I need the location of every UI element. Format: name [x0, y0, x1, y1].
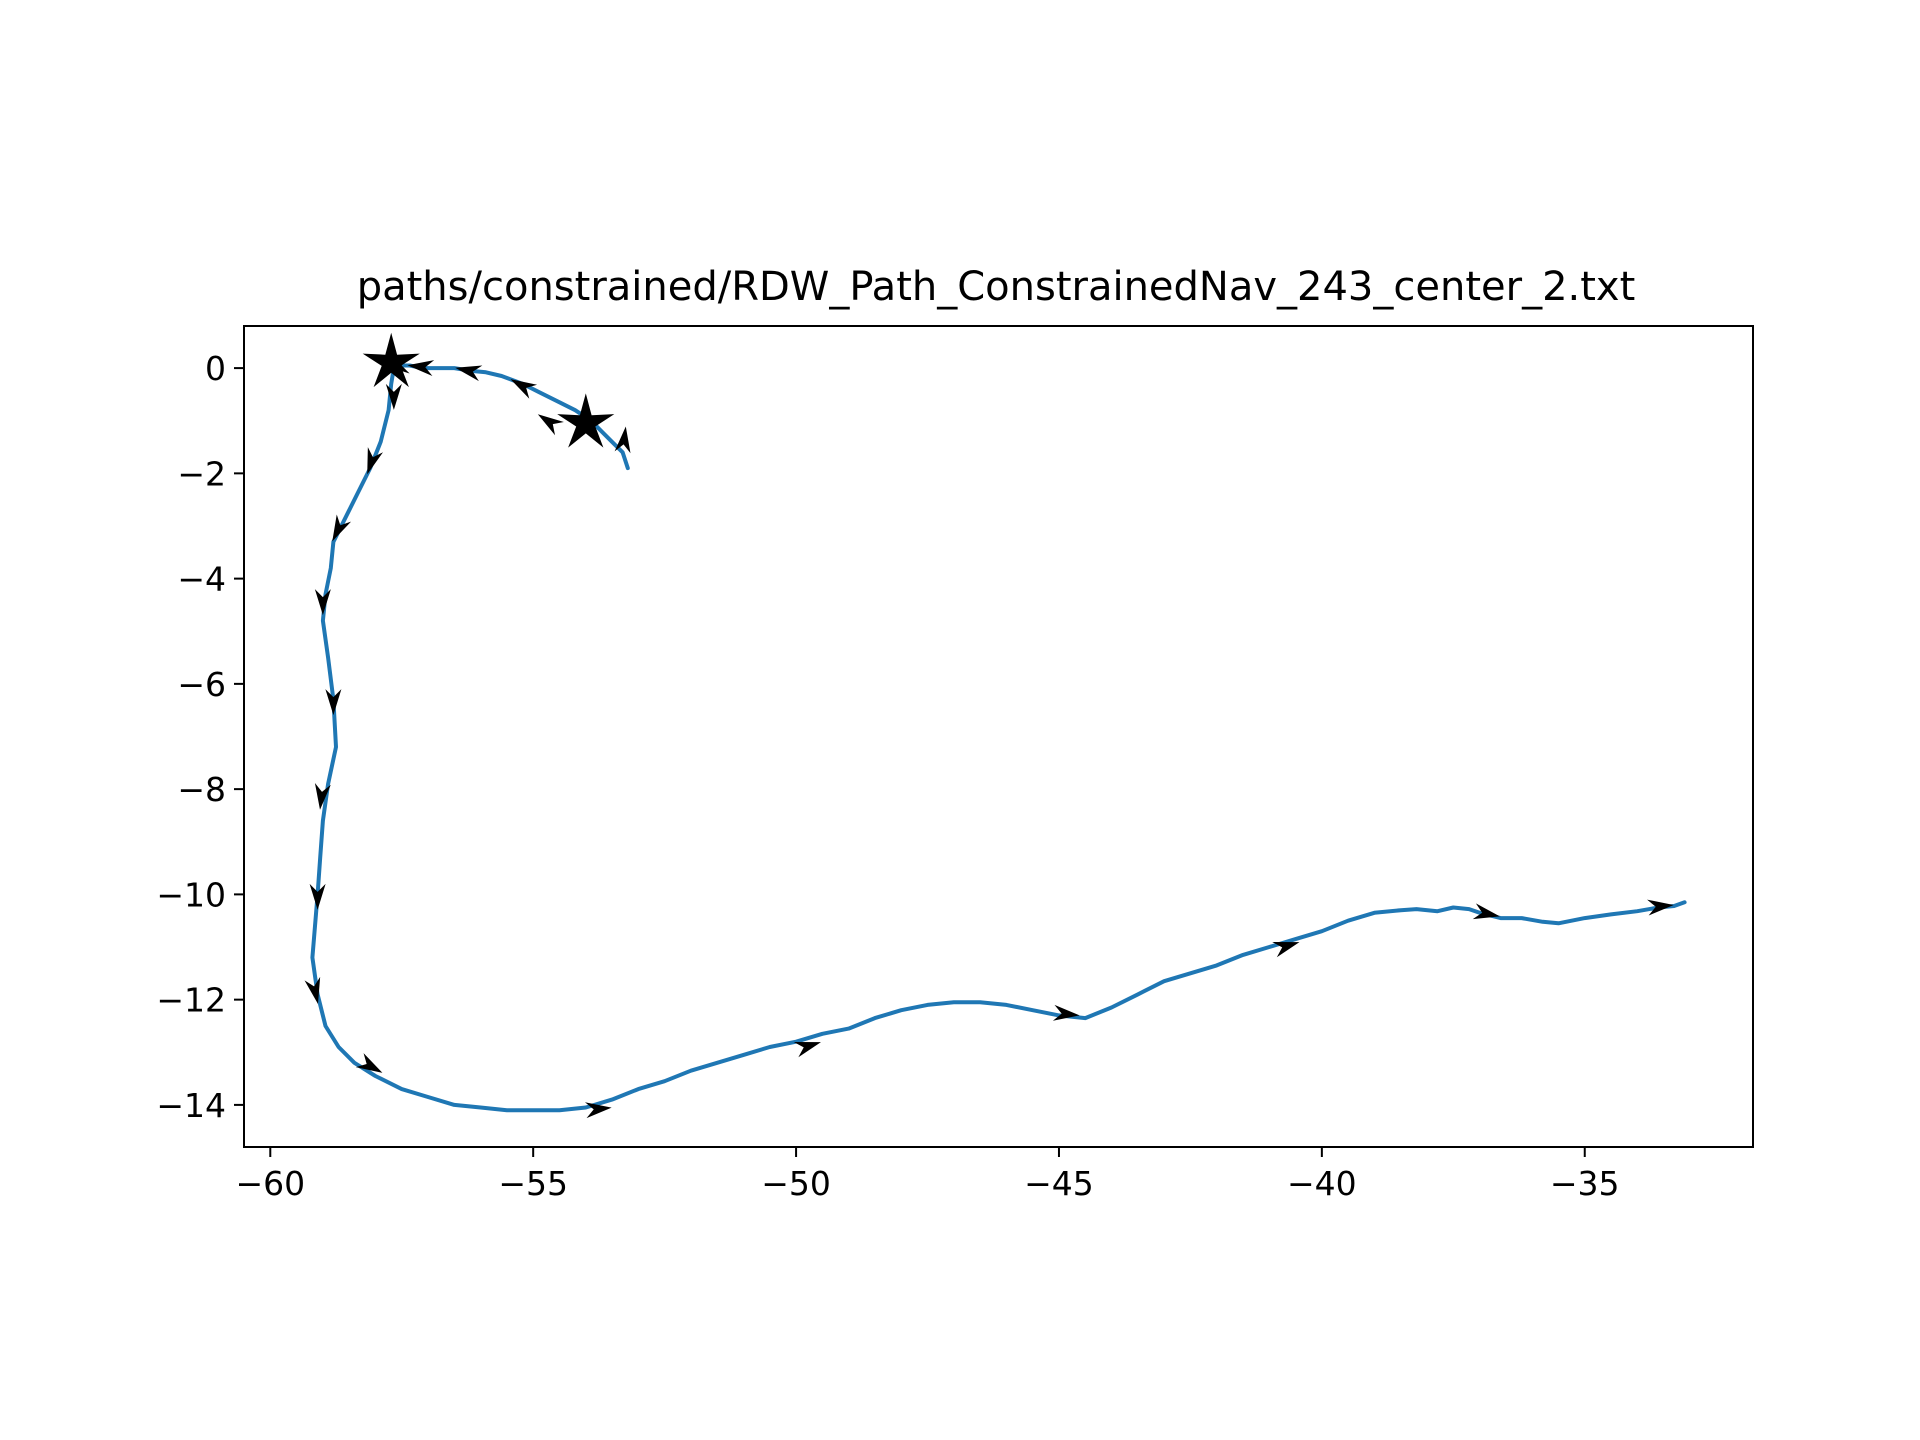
direction-arrow-icon — [314, 589, 331, 616]
direction-arrow-icon — [1272, 941, 1300, 958]
y-tick-label: −12 — [156, 981, 226, 1020]
direction-arrow-icon — [367, 447, 384, 475]
x-tick-label: −40 — [1287, 1164, 1357, 1203]
direction-markers — [304, 332, 1674, 1119]
direction-arrow-icon — [309, 883, 326, 910]
chart-title: paths/constrained/RDW_Path_ConstrainedNa… — [357, 264, 1636, 310]
direction-arrow-icon — [584, 1102, 612, 1119]
x-tick-label: −60 — [235, 1164, 305, 1203]
direction-arrow-icon — [614, 426, 631, 454]
star-marker-icon — [557, 393, 615, 448]
y-tick-label: −2 — [177, 454, 226, 493]
y-tick-label: −10 — [156, 875, 226, 914]
direction-arrow-icon — [325, 689, 342, 716]
plot-area — [244, 326, 1753, 1147]
axis-ticks: −60 −55 −50 −45 −40 −35 0 −2 −4 −6 −8 −10 −12 −14 — [156, 349, 1619, 1203]
x-tick-label: −35 — [1550, 1164, 1620, 1203]
direction-arrow-icon — [793, 1041, 821, 1058]
y-tick-label: −4 — [177, 560, 226, 599]
x-tick-label: −50 — [761, 1164, 831, 1203]
direction-arrow-icon — [1052, 1004, 1080, 1021]
direction-arrow-icon — [1647, 899, 1674, 916]
x-tick-label: −45 — [1024, 1164, 1094, 1203]
y-tick-label: −14 — [156, 1086, 226, 1125]
y-tick-label: 0 — [205, 349, 226, 388]
direction-arrow-icon — [314, 782, 331, 810]
y-tick-label: −6 — [177, 665, 226, 704]
direction-arrow-icon — [1472, 903, 1500, 920]
direction-arrow-icon — [385, 383, 402, 410]
direction-arrow-icon — [455, 365, 483, 382]
y-tick-label: −8 — [177, 770, 226, 809]
direction-arrow-icon — [332, 514, 352, 542]
direction-arrow-icon — [407, 360, 435, 377]
plot-frame — [243, 325, 1754, 1148]
direction-arrow-icon — [510, 379, 538, 399]
x-tick-label: −55 — [498, 1164, 568, 1203]
star-marker-icon — [362, 332, 420, 388]
direction-arrow-icon — [355, 1053, 383, 1073]
direction-arrow-icon — [537, 414, 564, 436]
direction-arrow-icon — [304, 976, 321, 1004]
